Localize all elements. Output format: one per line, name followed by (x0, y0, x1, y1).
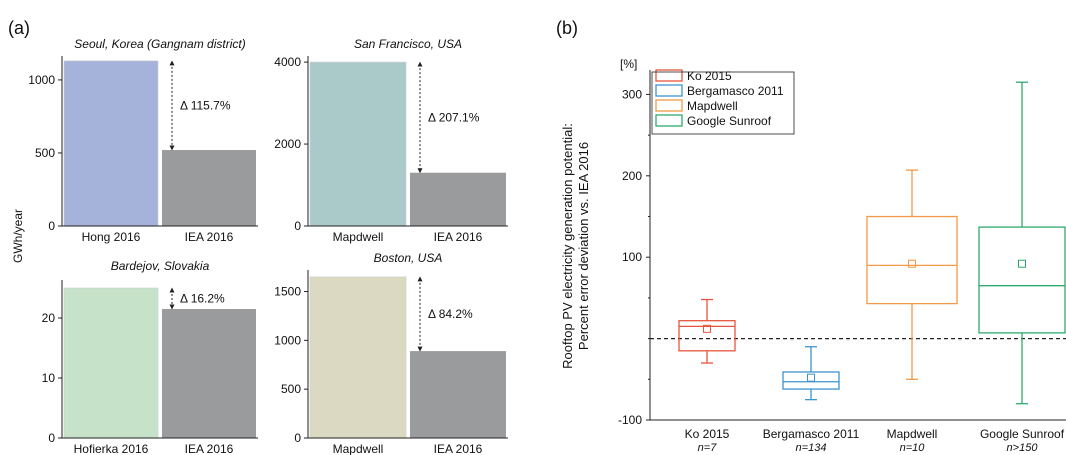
chart-title: Seoul, Korea (Gangnam district) (74, 37, 245, 51)
legend-swatch (655, 84, 683, 97)
legend-frame (651, 71, 795, 135)
y-tick-label: 20 (42, 311, 56, 325)
x-tick-label: Mapdwell (887, 427, 938, 441)
x-tick-label: IEA 2016 (434, 442, 483, 455)
box (678, 320, 736, 352)
box (782, 371, 840, 390)
y-tick-label: -100 (618, 413, 642, 427)
mean-marker (703, 324, 711, 333)
x-tick-label: Ko 2015 (685, 427, 730, 441)
mean-marker (908, 259, 916, 268)
bar (162, 309, 256, 438)
legend-label: Google Sunroof (687, 114, 772, 128)
box-ylabel-line1: Rooftop PV electricity generation potent… (560, 123, 575, 369)
y-tick-label: 2000 (274, 137, 301, 151)
panel-b-label: (b) (556, 18, 578, 38)
x-tick-label: Hofierka 2016 (74, 442, 149, 455)
bar (63, 287, 159, 439)
bar (309, 276, 407, 439)
y-tick-label: 300 (622, 87, 642, 101)
bar (410, 172, 506, 226)
box-ylabel-line2: Percent error deviation vs. IEA 2016 (576, 142, 591, 350)
y-tick-label: 100 (622, 250, 642, 264)
legend-label: Bergamasco 2011 (687, 84, 784, 98)
delta-label: Δ 207.1% (428, 110, 480, 124)
n-label: n=7 (698, 442, 718, 454)
y-tick-label: 1000 (274, 333, 301, 347)
box (978, 226, 1066, 334)
delta-label: Δ 84.2% (428, 307, 473, 321)
y-tick-label: 0 (48, 431, 55, 445)
y-tick-label: 500 (281, 382, 301, 396)
chart-title: Boston, USA (374, 251, 443, 265)
bar (309, 61, 407, 227)
legend-label: Mapdwell (687, 99, 738, 113)
legend-label: Ko 2015 (687, 69, 732, 83)
y-tick-label: 200 (622, 169, 642, 183)
x-tick-label: IEA 2016 (185, 442, 234, 455)
x-tick-label: Mapdwell (333, 442, 384, 455)
y-tick-label: 1500 (274, 285, 301, 299)
x-tick-label: IEA 2016 (185, 230, 234, 244)
bar (162, 150, 256, 226)
y-tick-label: 0 (294, 219, 301, 233)
delta-label: Δ 115.7% (180, 98, 231, 112)
chart-title: San Francisco, USA (354, 37, 462, 51)
legend-swatch (655, 99, 683, 112)
y-tick-label: 4000 (274, 55, 301, 69)
n-label: n>150 (1007, 442, 1039, 454)
bar (410, 351, 506, 438)
legend-swatch (655, 114, 683, 127)
y-tick-label: 1000 (28, 73, 55, 87)
mean-marker (807, 373, 815, 382)
panel-a-ylabel: GWh/year (11, 209, 25, 263)
x-tick-label: Mapdwell (333, 230, 384, 244)
x-tick-label: Bergamasco 2011 (763, 427, 860, 441)
n-label: n=134 (796, 442, 827, 454)
y-tick-label: 0 (294, 431, 301, 445)
y-tick-label: 10 (42, 371, 56, 385)
y-tick-label: 500 (35, 146, 55, 160)
box (866, 215, 958, 305)
n-label: n=10 (900, 442, 926, 454)
x-tick-label: Google Sunroof (980, 427, 1065, 441)
x-tick-label: Hong 2016 (82, 230, 141, 244)
delta-label: Δ 16.2% (180, 292, 225, 306)
y-tick-label: 0 (48, 219, 55, 233)
chart-title: Bardejov, Slovakia (111, 259, 210, 273)
mean-marker (1018, 259, 1026, 268)
x-tick-label: IEA 2016 (434, 230, 483, 244)
legend-swatch (655, 69, 683, 82)
panel-a-label: (a) (8, 18, 30, 38)
unit-label: [%] (620, 57, 637, 71)
bar (63, 60, 159, 227)
